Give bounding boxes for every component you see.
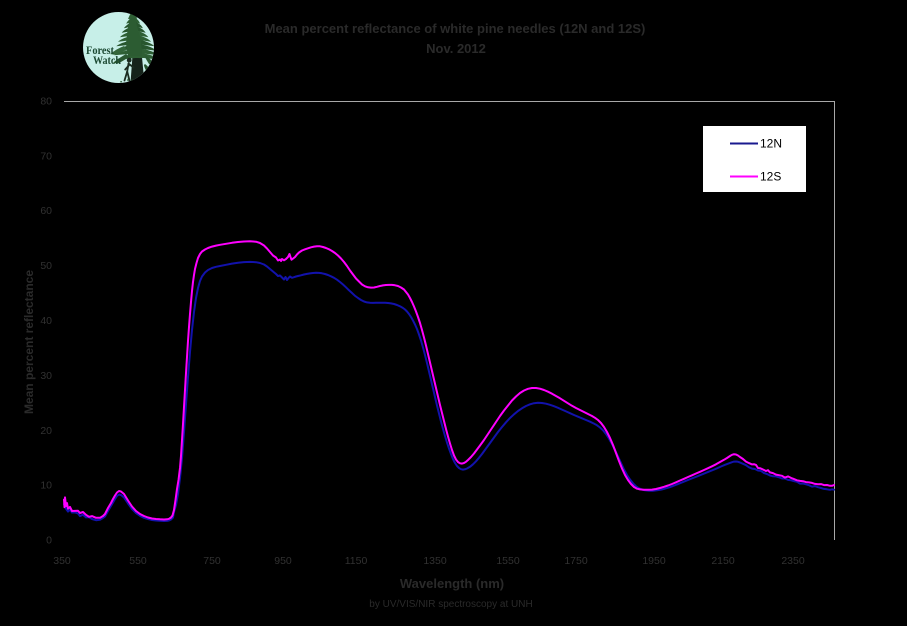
- svg-text:1150: 1150: [345, 555, 368, 567]
- svg-text:Forest: Forest: [86, 43, 114, 57]
- svg-text:12S: 12S: [760, 170, 781, 184]
- svg-text:40: 40: [40, 315, 52, 327]
- svg-text:950: 950: [274, 555, 292, 567]
- svg-text:20: 20: [40, 425, 52, 437]
- svg-text:Wavelength (nm): Wavelength (nm): [400, 576, 504, 591]
- svg-text:80: 80: [40, 96, 52, 108]
- svg-text:50: 50: [40, 260, 52, 272]
- svg-text:70: 70: [40, 150, 52, 162]
- svg-text:10: 10: [40, 480, 52, 492]
- svg-text:1950: 1950: [642, 555, 666, 567]
- svg-text:2150: 2150: [711, 555, 735, 567]
- svg-text:Mean percent reflectance: Mean percent reflectance: [22, 270, 36, 414]
- svg-text:0: 0: [46, 535, 52, 547]
- svg-text:1750: 1750: [564, 555, 588, 567]
- svg-text:Nov. 2012: Nov. 2012: [426, 41, 486, 56]
- svg-text:Watch: Watch: [93, 53, 121, 67]
- svg-text:750: 750: [203, 555, 221, 567]
- svg-text:2350: 2350: [781, 555, 805, 567]
- svg-text:Mean percent reflectance of wh: Mean percent reflectance of white pine n…: [265, 21, 646, 36]
- svg-text:30: 30: [40, 370, 52, 382]
- svg-text:1550: 1550: [496, 555, 520, 567]
- svg-text:12N: 12N: [760, 137, 782, 151]
- svg-text:1350: 1350: [423, 555, 447, 567]
- svg-text:550: 550: [129, 555, 147, 567]
- svg-text:60: 60: [40, 205, 52, 217]
- svg-text:by UV/VIS/NIR spectroscopy at: by UV/VIS/NIR spectroscopy at UNH: [369, 599, 532, 610]
- svg-text:350: 350: [53, 555, 71, 567]
